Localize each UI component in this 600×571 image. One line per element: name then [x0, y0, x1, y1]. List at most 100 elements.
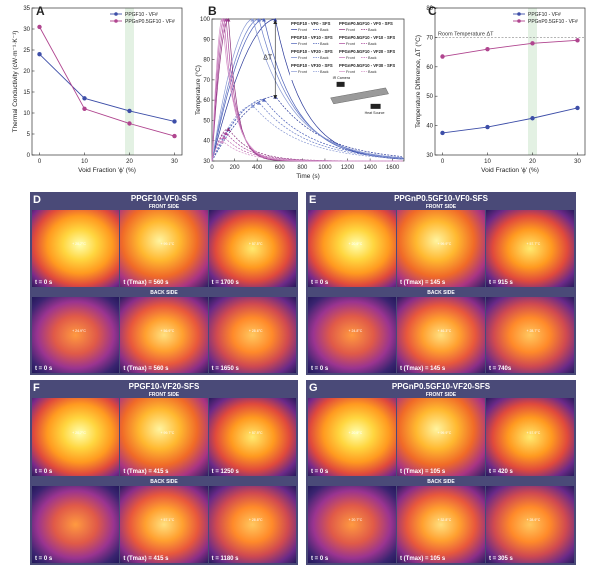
chart-a-legend-marker: [114, 12, 118, 16]
chart-c-data-point: [485, 124, 490, 130]
chart-a-ytick-label: 15: [23, 90, 30, 96]
chart-b-series-blue-front-2: [211, 18, 404, 162]
chart-c-frame: [434, 7, 586, 156]
chart-b-xtick-label: 1200: [341, 165, 355, 171]
chart-b-xlabel: Time (s): [296, 173, 320, 180]
chart-c-highlight-band: [528, 8, 537, 155]
chart-b-legend-front-label: Front: [346, 28, 356, 32]
chart-a-ytick-label: 0: [27, 153, 31, 159]
chart-b-legend-box: [289, 20, 403, 80]
chart-b-series-blue-back-2-peak-marker: [256, 101, 261, 105]
chart-c-ytick-label: 40: [426, 124, 433, 130]
chart-b-xtick-label: 1000: [318, 165, 332, 171]
chart-b-legend-title: PPGF10 - VF10 - SFS: [291, 35, 333, 40]
chart-b-xtick-label: 1400: [363, 165, 377, 171]
chart-a-series-line-0: [39, 53, 175, 122]
temperature-readout: + 20.9°C: [348, 242, 363, 247]
chart-a-legend-marker: [114, 19, 118, 23]
chart-a-data-point: [82, 96, 87, 101]
chart-b-inset-camera-label: IR Camera: [333, 76, 350, 80]
chart-a-xtick-label: 30: [171, 159, 178, 165]
chart-b-legend-back-label: Back: [368, 28, 377, 32]
chart-a-xtick-label: 0: [38, 159, 42, 165]
chart-b-series-purple-back-3-peak-marker: [220, 139, 225, 144]
chart-b-legend-back-label: Back: [320, 70, 329, 74]
chart-b-legend-title: PPGnP0.5GF10 - VF30 - SFS: [339, 63, 395, 68]
front-side-label: FRONT SIDE: [425, 392, 457, 398]
chart-b-legend-title: PPGF10 - VF0 - SFS: [291, 21, 331, 26]
chart-b-series-purple-back-3: [211, 140, 403, 162]
time-label: t = 305 s: [489, 556, 513, 562]
temperature-readout: + 57.5°C: [248, 242, 263, 247]
back-thermal-image: t = 740s + 28.7°C: [486, 296, 574, 373]
front-thermal-image: t (Tmax) = 560 s + 99.1°C: [120, 210, 208, 287]
temperature-readout: + 46.3°C: [437, 328, 452, 333]
time-label: t (Tmax) = 145 s: [400, 366, 446, 372]
chart-b-series-blue-back-3: [211, 104, 402, 162]
chart-c-ytick-label: 70: [426, 35, 433, 41]
chart-c-ylabel: Temperature Difference, ΔT (°C): [414, 35, 422, 128]
chart-b-delta-arrow-head-top: [273, 20, 278, 24]
chart-a-ytick-label: 10: [23, 111, 30, 117]
front-thermal-image: t = 1700 s + 57.5°C: [208, 210, 296, 287]
front-thermal-image: t = 0 s + 20.9°C: [308, 398, 396, 476]
chart-b-legend-front-label: Front: [298, 28, 308, 32]
chart-b-delta-label: ΔT: [263, 55, 273, 62]
chart-b-xtick-label: 600: [275, 165, 286, 171]
temperature-readout: + 28.6°C: [248, 328, 263, 333]
chart-b-series-blue-back-3-peak-marker: [250, 104, 255, 108]
time-label: t = 0 s: [311, 556, 329, 562]
temperature-readout: + 57.9°C: [526, 430, 541, 435]
chart-c-xtick-label: 10: [484, 159, 491, 165]
time-label: t (Tmax) = 560 s: [123, 279, 169, 286]
time-label: t = 1180 s: [211, 556, 239, 562]
chart-b-legend-front-label: Front: [346, 56, 356, 60]
back-thermal-image: t = 0 s + 20.7°C: [308, 485, 396, 563]
temperature-readout: + 24.8°C: [348, 328, 363, 333]
chart-c-ytick-label: 80: [426, 6, 433, 12]
chart-b-series-purple-front-3-peak-marker: [220, 18, 225, 22]
chart-b-ytick-label: 40: [203, 139, 210, 145]
chart-b-legend-front-label: Front: [346, 70, 356, 74]
chart-a-highlight-band: [125, 8, 134, 155]
chart-b-ytick-label: 90: [203, 37, 210, 43]
chart-b-legend-title: PPGnP0.5GF10 - VF10 - SFS: [339, 35, 395, 40]
back-thermal-image: t = 305 s + 28.9°C: [486, 485, 574, 563]
chart-a-ytick-label: 25: [23, 48, 30, 54]
chart-c-ytick-label: 60: [426, 65, 433, 71]
chart-c-xtick-label: 0: [441, 159, 445, 165]
time-label: t = 420 s: [489, 468, 513, 475]
time-label: t (Tmax) = 105 s: [400, 468, 446, 475]
time-label: t (Tmax) = 560 s: [123, 366, 169, 372]
chart-a-legend-label: PPGnP0.5GF10 - VF#: [125, 19, 175, 25]
chart-a-ytick-label: 5: [27, 132, 31, 138]
time-label: t (Tmax) = 415 s: [123, 556, 169, 562]
time-label: t = 0 s: [35, 468, 53, 475]
chart-b-ylabel: Temperature (°C): [195, 65, 202, 115]
chart-b-inset-source-icon: [370, 103, 381, 109]
temperature-readout: + 56.9°C: [160, 328, 175, 333]
chart-b-series-blue-front-3: [211, 18, 402, 162]
chart-a-ytick-label: 20: [23, 69, 30, 75]
chart-b-legend-title: PPGF10 - VF30 - SFS: [291, 63, 333, 68]
chart-b-legend-front-label: Front: [298, 70, 308, 74]
chart-a-data-point: [172, 119, 177, 124]
chart-c-data-point: [575, 105, 580, 111]
temperature-readout: + 20.9°C: [348, 430, 363, 435]
front-side-label: FRONT SIDE: [425, 204, 457, 210]
temperature-readout: + 32.8°C: [437, 518, 452, 523]
temperature-readout: + 28.9°C: [526, 518, 541, 523]
chart-b-xtick-label: 200: [230, 165, 241, 171]
chart-c-legend-label: PPGnP0.5GF10 - VF#: [528, 19, 578, 25]
time-label: t = 915 s: [489, 279, 513, 286]
chart-c-data-point: [530, 41, 535, 46]
temperature-readout: + 99.9°C: [437, 430, 452, 435]
back-thermal-image: t (Tmax) = 145 s + 46.3°C: [397, 296, 485, 373]
chart-b-ytick-label: 80: [203, 58, 210, 64]
front-side-label: FRONT SIDE: [148, 204, 180, 210]
front-thermal-image: t = 0 s + 20.9°C: [308, 210, 396, 287]
chart-a-data-point: [172, 133, 177, 139]
chart-b-series-purple-back-0-peak-marker: [226, 127, 231, 132]
back-thermal-image: t = 1650 s + 28.6°C: [208, 296, 296, 373]
chart-a-ytick-label: 30: [23, 27, 30, 33]
